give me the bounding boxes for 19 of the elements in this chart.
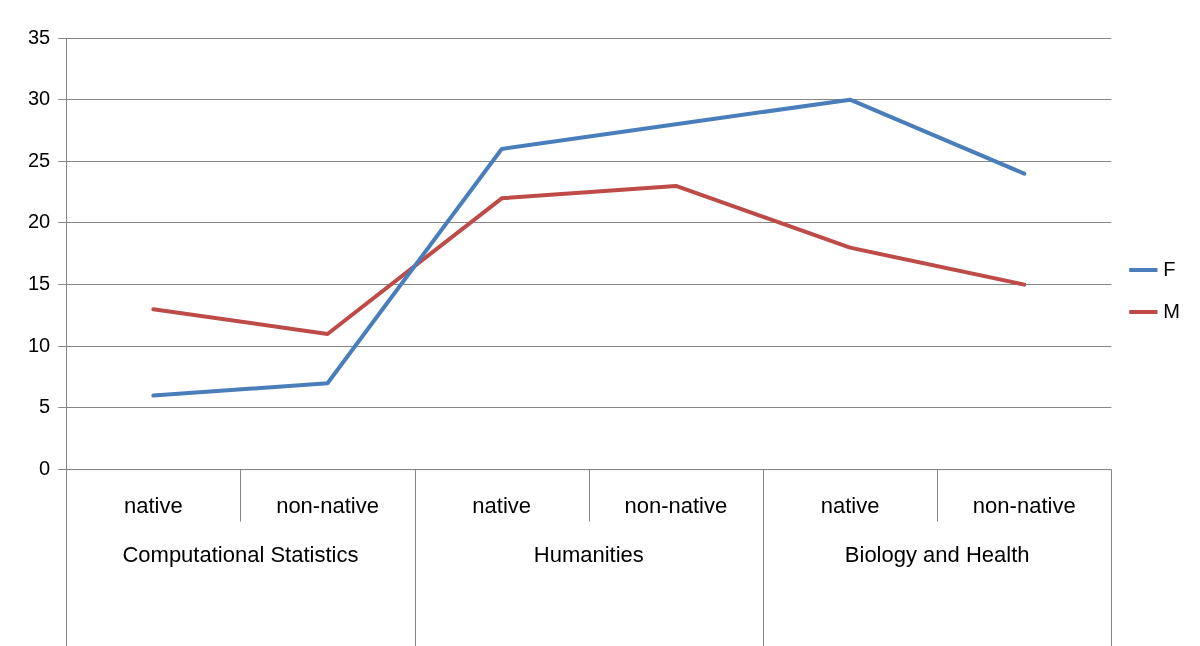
text: Humanities xyxy=(533,541,644,567)
y-tick-label: 15 xyxy=(28,272,51,295)
x-tick-label: non-native xyxy=(972,492,1076,518)
y-tick-label: 10 xyxy=(28,333,51,356)
x-tick-label: non-native xyxy=(624,492,728,518)
x-tick-label: non-native xyxy=(276,492,379,518)
y-tick-label: 35 xyxy=(28,25,51,48)
legend-label: F xyxy=(1163,257,1176,280)
x-tick-label: native xyxy=(472,492,532,518)
y-tick-label: 30 xyxy=(28,87,51,110)
y-tick-label: 0 xyxy=(39,457,51,480)
text: Computational Statistics xyxy=(122,541,359,567)
x-tick-label: native xyxy=(123,492,183,518)
legend-label: M xyxy=(1163,299,1181,322)
text: Biology and Health xyxy=(844,541,1030,567)
y-tick-label: 5 xyxy=(39,395,51,418)
y-tick-label: 20 xyxy=(28,210,51,233)
y-tick-label: 25 xyxy=(28,148,51,171)
x-tick-label: native xyxy=(820,492,880,518)
